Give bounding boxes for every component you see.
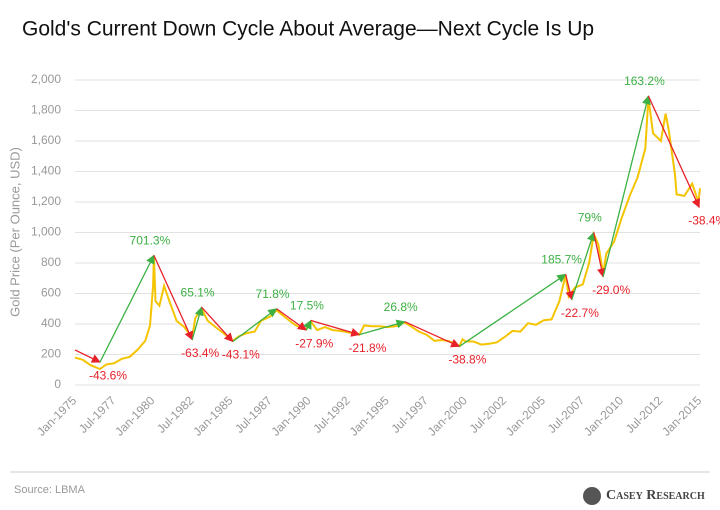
cycle-label: -27.9% xyxy=(295,336,333,350)
y-tick-label: 1,400 xyxy=(31,164,61,178)
x-tick-label: Jan-1985 xyxy=(190,393,236,439)
cycle-label: 26.8% xyxy=(384,300,418,314)
y-tick-label: 600 xyxy=(41,286,61,300)
cycle-label: 79% xyxy=(578,211,602,225)
cycle-arrow xyxy=(191,306,204,340)
y-tick-label: 1,000 xyxy=(31,225,61,239)
cycle-label: 163.2% xyxy=(624,74,665,88)
cycle-arrow xyxy=(232,308,278,343)
x-tick-label: Jan-1995 xyxy=(347,393,393,439)
cycle-label: -22.7% xyxy=(561,306,599,320)
logo: Casey Research xyxy=(606,488,705,503)
cycle-arrow xyxy=(571,231,596,300)
y-tick-label: 2,000 xyxy=(31,72,61,86)
cycle-arrow xyxy=(310,319,361,337)
cycle-label: -63.4% xyxy=(181,346,219,360)
cycle-label: -21.8% xyxy=(348,341,386,355)
y-tick-label: 1,800 xyxy=(31,103,61,117)
cycle-arrow xyxy=(593,232,606,278)
cycle-arrow xyxy=(459,273,567,347)
price-line xyxy=(74,98,701,371)
cycle-label: 65.1% xyxy=(181,285,215,299)
cycle-arrow xyxy=(153,255,193,341)
cycle-label: -38.4% xyxy=(688,214,720,228)
y-tick-label: 800 xyxy=(41,255,61,269)
x-tick-label: Jan-2015 xyxy=(659,393,705,439)
cycle-label: -38.8% xyxy=(448,353,486,367)
cycle-label: 185.7% xyxy=(541,253,582,267)
logo-icon xyxy=(583,487,601,505)
cycle-arrow xyxy=(602,95,651,277)
cycle-arrow xyxy=(404,321,461,348)
x-tick-label: Jan-1990 xyxy=(268,393,314,439)
cycle-arrow xyxy=(74,349,101,363)
cycle-label: -29.0% xyxy=(592,283,630,297)
x-tick-label: Jan-2000 xyxy=(425,393,471,439)
y-tick-label: 0 xyxy=(54,377,61,391)
cycle-arrow xyxy=(647,95,700,209)
y-axis-label: Gold Price (Per Ounce, USD) xyxy=(7,147,22,317)
x-tick-label: Jan-1980 xyxy=(112,393,158,439)
x-tick-label: Jan-2010 xyxy=(581,393,627,439)
y-tick-label: 1,200 xyxy=(31,194,61,208)
cycle-label: -43.6% xyxy=(89,368,127,382)
source: Source: LBMA xyxy=(14,484,86,496)
cycle-arrow xyxy=(303,319,312,331)
cycle-arrow xyxy=(201,306,234,343)
cycle-label: 71.8% xyxy=(256,287,290,301)
x-tick-label: Jan-1975 xyxy=(34,393,80,439)
cycle-arrow xyxy=(99,254,155,363)
y-tick-label: 400 xyxy=(41,316,61,330)
cycle-arrow xyxy=(359,319,406,336)
cycle-label: 701.3% xyxy=(130,234,171,248)
y-tick-label: 200 xyxy=(41,347,61,361)
y-tick-label: 1,600 xyxy=(31,133,61,147)
cycle-arrow xyxy=(564,274,575,301)
cycle-label: 17.5% xyxy=(290,299,324,313)
cycle-arrow xyxy=(276,308,307,331)
x-tick-label: Jan-2005 xyxy=(503,393,549,439)
chart-title: Gold's Current Down Cycle About Average—… xyxy=(22,18,594,41)
cycle-label: -43.1% xyxy=(222,348,260,362)
